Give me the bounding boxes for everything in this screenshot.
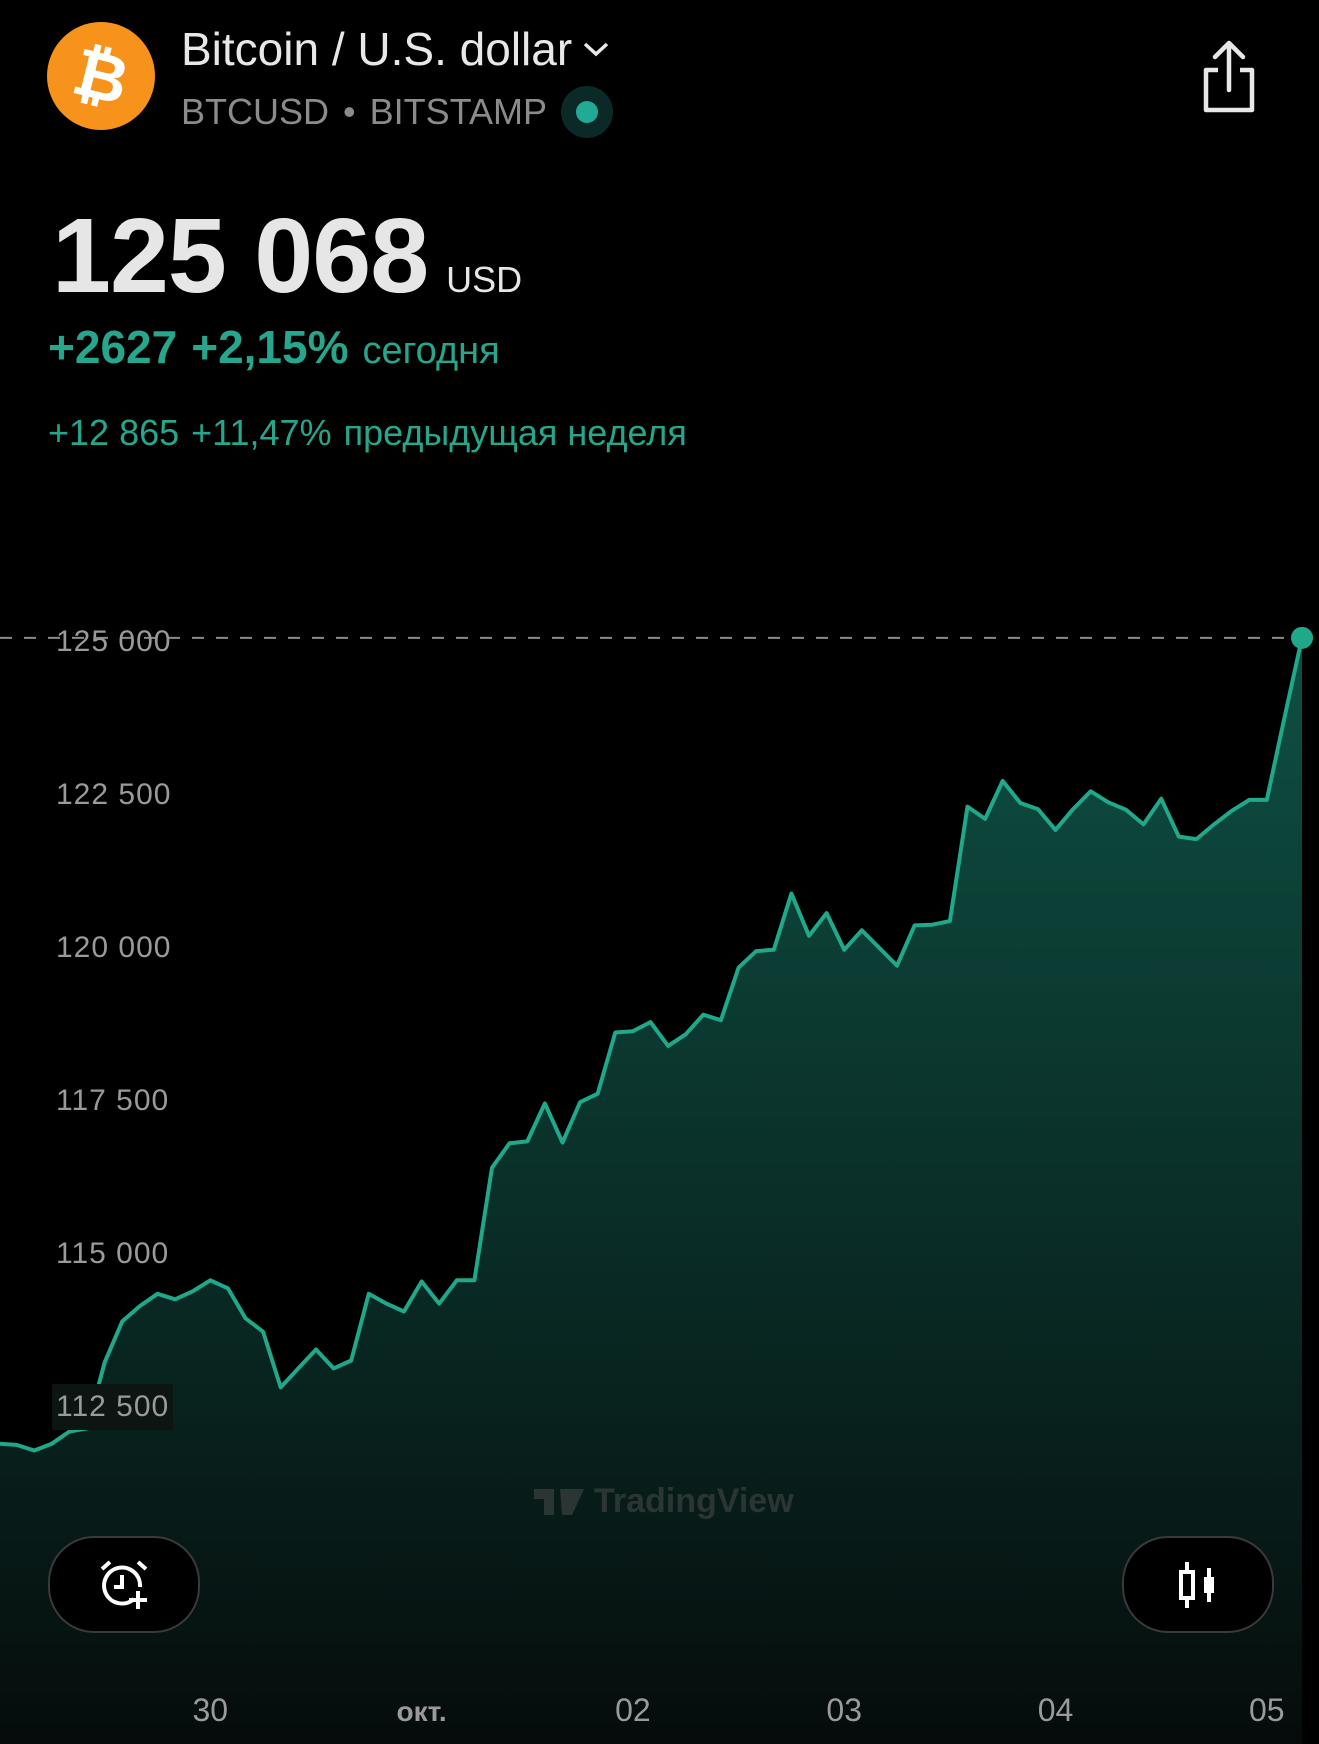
day-change-label: сегодня xyxy=(362,330,500,372)
symbol-title: Bitcoin / U.S. dollar xyxy=(181,23,573,75)
week-change-abs: +12 865 xyxy=(48,412,180,453)
separator: • xyxy=(343,91,356,132)
ticker: BTCUSD xyxy=(181,91,330,132)
daily-change: +2627 +2,15% сегодня xyxy=(48,320,500,374)
x-axis-tick-label: окт. xyxy=(396,1696,447,1727)
tradingview-logo-icon xyxy=(534,1488,584,1515)
x-axis-tick-label: 05 xyxy=(1249,1692,1285,1728)
y-axis-tick-label: 122 500 xyxy=(56,778,172,811)
add-alert-button[interactable] xyxy=(48,1536,200,1633)
day-change-abs: +2627 xyxy=(48,321,178,373)
y-axis-tick-label: 112 500 xyxy=(52,1384,174,1430)
price-value: 125 068 xyxy=(52,197,429,315)
symbol-subtitle: BTCUSD • BITSTAMP xyxy=(181,86,613,138)
y-axis-tick-label: 120 000 xyxy=(56,931,172,964)
symbol-title-dropdown[interactable]: Bitcoin / U.S. dollar xyxy=(181,22,610,76)
weekly-change: +12 865 +11,47% предыдущая неделя xyxy=(48,412,687,454)
day-change-pct: +2,15% xyxy=(191,321,349,373)
exchange: BITSTAMP xyxy=(369,91,547,132)
y-axis-tick-label: 115 000 xyxy=(56,1237,170,1270)
chart-type-button[interactable] xyxy=(1122,1536,1274,1633)
week-change-label: предыдущая неделя xyxy=(343,412,687,453)
candlestick-icon xyxy=(1179,1561,1214,1608)
x-axis-tick-label: 04 xyxy=(1037,1692,1074,1728)
alarm-clock-plus-icon xyxy=(100,1559,148,1609)
y-axis-tick-label: 117 500 xyxy=(56,1084,170,1117)
x-axis-tick-label: 02 xyxy=(615,1692,651,1728)
tradingview-watermark: TradingView xyxy=(534,1482,794,1521)
chevron-down-icon xyxy=(583,42,609,57)
x-axis-tick-label: 30 xyxy=(192,1692,229,1728)
share-icon[interactable] xyxy=(1198,40,1260,116)
bitcoin-logo: ₿ xyxy=(47,22,155,130)
last-price-dot xyxy=(1291,626,1314,649)
price-line xyxy=(0,637,1304,1453)
last-price: 125 068 USD xyxy=(52,196,522,317)
y-axis-tick-label: 125 000 xyxy=(56,625,172,658)
x-axis-tick-label: 03 xyxy=(826,1692,862,1728)
market-open-indicator xyxy=(560,86,613,138)
price-area-fill xyxy=(0,637,1303,1744)
price-currency: USD xyxy=(446,259,523,300)
week-change-pct: +11,47% xyxy=(191,412,332,453)
